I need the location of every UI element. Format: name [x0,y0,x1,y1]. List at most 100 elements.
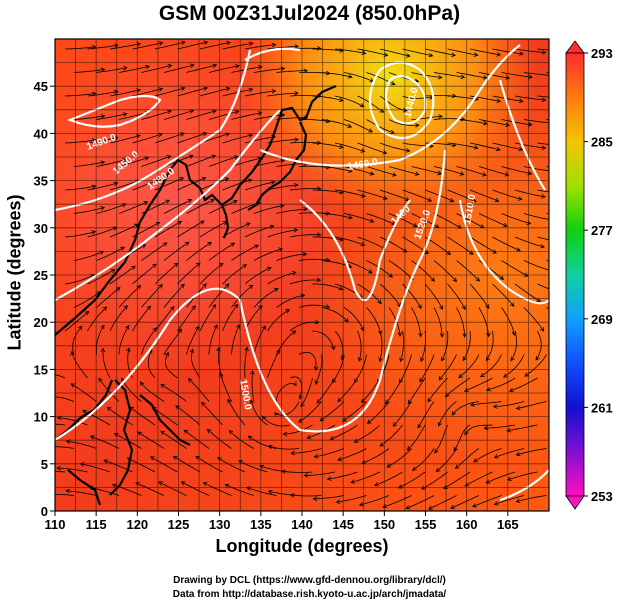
streamline [312,142,343,148]
streamline [537,142,549,145]
streamline-arrowhead [113,136,119,141]
streamline-arrowhead [377,299,382,305]
streamline-arrowhead [160,430,166,435]
streamline [374,471,403,486]
streamline [109,43,141,50]
streamline-arrowhead [419,377,424,383]
streamline [283,424,313,435]
streamline [456,213,485,229]
streamline [150,456,178,473]
streamline [343,119,373,133]
colorbar-scale [565,52,585,497]
streamline [514,48,546,53]
streamline-arrowhead [510,356,515,362]
streamline [96,287,121,308]
streamline [268,445,300,450]
streamline-arrowhead [232,199,238,205]
streamline [244,305,263,332]
streamline-arrowhead [421,485,426,490]
streamline-arrowhead [540,327,545,332]
streamline-arrowhead [437,170,443,176]
streamline-arrowhead [91,230,96,235]
credit-line-drawing: Drawing by DCL (https://www.gfd-dennou.o… [173,575,446,586]
streamline [109,180,140,191]
streamline-arrowhead [464,430,469,436]
streamline [400,330,404,362]
streamline [248,435,277,449]
streamline [250,399,268,426]
streamline [253,68,285,73]
contour-label: 1500.0 [237,379,253,411]
streamline [66,440,97,449]
streamline [357,283,382,304]
streamline-arrowhead [213,324,218,330]
streamline [366,166,397,176]
streamline [244,181,275,191]
streamline-arrowhead [459,171,465,176]
streamline-arrowhead [89,435,95,440]
streamline-arrowhead [184,241,190,246]
colorbar-tick-label: 277 [591,223,613,238]
streamline [222,304,239,332]
streamline [514,95,546,101]
streamline-arrowhead [114,43,119,48]
streamline [343,213,374,223]
streamline-arrowhead [191,305,196,310]
streamline-arrowhead [451,52,456,57]
streamline-arrowhead [267,444,273,450]
streamline [64,93,96,97]
streamline [289,376,303,400]
streamline [330,424,358,440]
streamline-arrowhead [257,111,263,116]
streamline-arrowhead [473,52,479,57]
streamline [298,304,330,308]
streamline-arrowhead [475,277,481,282]
streamline [385,377,403,404]
streamline-arrowhead [378,357,383,363]
streamline-arrowhead [234,155,239,160]
streamline-arrowhead [418,332,423,338]
streamline [464,471,493,487]
streamline-arrowhead [405,505,411,510]
streamline [208,324,218,355]
streamline [334,142,365,152]
streamline [253,325,266,355]
streamline [419,354,435,383]
x-tick-label: 150 [373,517,395,532]
streamline-arrowhead [91,184,97,190]
streamline [291,448,322,454]
streamline-arrowhead [248,41,254,47]
streamline [484,424,516,429]
streamline [537,48,549,51]
streamline [222,179,252,191]
streamline [141,110,172,120]
streamline-arrowhead [146,305,152,311]
streamline-arrowhead [535,356,540,361]
streamline [55,396,75,402]
streamline-arrowhead [271,89,277,94]
streamline [177,262,201,285]
streamline-arrowhead [285,309,291,314]
streamline-arrowhead [541,50,547,55]
streamline [411,260,435,282]
streamline-arrowhead [276,349,281,354]
streamline [514,236,545,248]
streamline [90,435,120,449]
streamline-arrowhead [368,269,373,274]
streamline [319,401,345,422]
colorbar-tick-label: 285 [591,135,613,150]
x-axis-label: Longitude (degrees) [215,536,389,556]
streamline [231,112,262,120]
streamline-arrowhead [347,74,353,79]
x-tick-label: 125 [168,517,190,532]
streamline-arrowhead [386,463,392,468]
streamline-arrowhead [536,297,542,302]
streamline-arrowhead [226,40,231,46]
y-tick-label: 25 [34,268,48,283]
streamline [514,189,546,198]
y-tick-label: 15 [34,362,48,377]
streamline [132,305,151,332]
streamline [191,349,201,379]
streamline [507,471,538,481]
streamline [509,377,538,392]
